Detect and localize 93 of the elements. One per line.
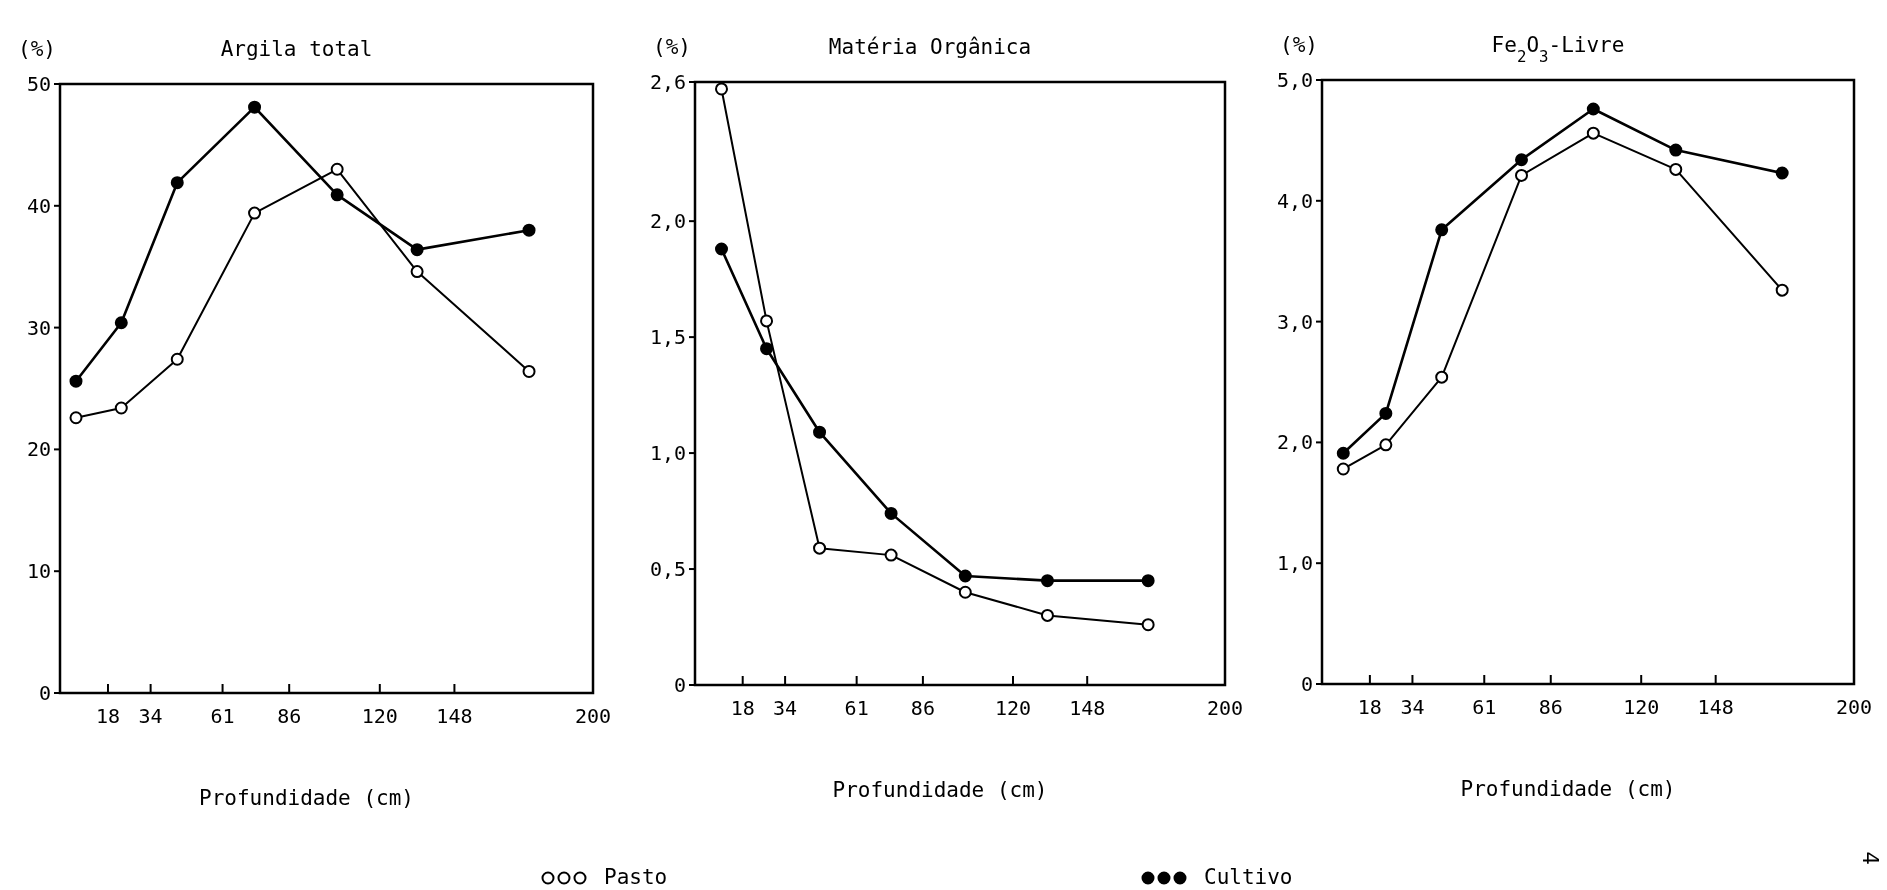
y-tick-label: 10 bbox=[26, 559, 51, 584]
point bbox=[410, 265, 424, 279]
y-axis-title: (%) bbox=[1280, 33, 1318, 57]
x-axis-title: Profundidade (cm) bbox=[832, 778, 1048, 802]
point bbox=[813, 541, 827, 555]
y-tick-label: 1,0 bbox=[649, 441, 686, 466]
point bbox=[1141, 574, 1155, 588]
y-axis-title: (%) bbox=[653, 35, 691, 59]
y-tick-label: 3,0 bbox=[1276, 309, 1313, 334]
point bbox=[1435, 370, 1449, 384]
x-tick-label: 200 bbox=[574, 704, 612, 728]
y-tick-label: 20 bbox=[26, 437, 51, 462]
point bbox=[69, 411, 83, 425]
point bbox=[760, 314, 774, 328]
point bbox=[1040, 608, 1054, 622]
y-tick-label: 0 bbox=[1300, 672, 1313, 696]
point bbox=[69, 374, 83, 388]
y-tick-label: 1,0 bbox=[1276, 551, 1313, 576]
chart-title: Matéria Orgânica bbox=[828, 35, 1032, 59]
point bbox=[114, 401, 128, 415]
x-tick-label: 200 bbox=[1835, 695, 1873, 719]
y-tick-label: 2,0 bbox=[1276, 430, 1313, 455]
point bbox=[1775, 283, 1789, 297]
point bbox=[1775, 166, 1789, 180]
x-tick-label: 120 bbox=[994, 696, 1032, 720]
y-tick-label: 50 bbox=[26, 72, 51, 96]
y-tick-label: 1,5 bbox=[649, 325, 686, 350]
x-tick-label: 18 bbox=[95, 704, 121, 728]
point bbox=[330, 162, 344, 176]
point bbox=[760, 342, 774, 356]
y-tick-label: 0,5 bbox=[649, 557, 686, 582]
y-tick-label: 2,6 bbox=[649, 70, 686, 94]
point bbox=[1379, 438, 1393, 452]
y-axis-title: (%) bbox=[18, 37, 56, 61]
point bbox=[1669, 143, 1683, 157]
point bbox=[884, 506, 898, 520]
point bbox=[1586, 102, 1600, 116]
text: 4 bbox=[1858, 851, 1884, 865]
point bbox=[958, 585, 972, 599]
point bbox=[522, 223, 536, 237]
x-tick-label: 86 bbox=[277, 704, 302, 728]
point bbox=[1435, 223, 1449, 237]
point bbox=[1040, 574, 1054, 588]
x-tick-label: 148 bbox=[436, 704, 473, 728]
x-tick-label: 86 bbox=[1538, 695, 1563, 719]
x-axis-title: Profundidade (cm) bbox=[1460, 777, 1676, 801]
point bbox=[715, 82, 728, 96]
point bbox=[410, 243, 424, 257]
legend-label: Cultivo bbox=[1204, 865, 1293, 889]
y-tick-label: 2,0 bbox=[649, 209, 686, 234]
point bbox=[884, 548, 898, 562]
x-tick-label: 61 bbox=[844, 696, 869, 720]
x-tick-label: 148 bbox=[1069, 696, 1106, 720]
x-tick-label: 34 bbox=[773, 696, 798, 720]
x-tick-label: 200 bbox=[1206, 696, 1244, 720]
point bbox=[114, 316, 128, 330]
x-tick-label: 86 bbox=[910, 696, 935, 720]
x-tick-label: 120 bbox=[361, 704, 398, 728]
y-tick-label: 30 bbox=[26, 315, 51, 340]
point bbox=[248, 100, 262, 114]
legend-label: Pasto bbox=[604, 865, 668, 889]
point bbox=[170, 176, 184, 190]
y-tick-label: 5,0 bbox=[1276, 68, 1313, 92]
point bbox=[1669, 162, 1683, 176]
y-tick-label: 40 bbox=[26, 193, 51, 218]
point bbox=[1379, 406, 1393, 420]
y-tick-label: 0 bbox=[38, 681, 51, 705]
point bbox=[1336, 446, 1350, 460]
point bbox=[813, 425, 827, 439]
x-tick-label: 61 bbox=[1472, 695, 1497, 719]
x-axis-title: Profundidade (cm) bbox=[199, 786, 414, 810]
x-tick-label: 18 bbox=[730, 696, 755, 720]
chart-title: Fe$_{2}$O$_{3}$-Livre bbox=[1491, 33, 1625, 66]
chart-title: Argila total bbox=[220, 37, 373, 61]
point bbox=[1515, 168, 1528, 182]
point bbox=[1141, 618, 1155, 632]
x-tick-label: 18 bbox=[1357, 695, 1382, 719]
point bbox=[1586, 126, 1600, 140]
point bbox=[958, 569, 972, 583]
x-tick-label: 148 bbox=[1697, 695, 1734, 719]
point bbox=[330, 188, 344, 202]
point bbox=[1336, 462, 1350, 476]
y-tick-label: 4,0 bbox=[1276, 188, 1313, 213]
x-tick-label: 34 bbox=[138, 704, 163, 728]
y-tick-label: 0 bbox=[673, 673, 686, 697]
point bbox=[522, 364, 536, 378]
x-tick-label: 61 bbox=[210, 704, 235, 728]
point bbox=[248, 206, 262, 220]
point bbox=[1515, 153, 1528, 167]
point bbox=[715, 242, 728, 256]
x-tick-label: 120 bbox=[1623, 695, 1660, 719]
x-tick-label: 34 bbox=[1400, 695, 1425, 719]
point bbox=[170, 352, 184, 366]
